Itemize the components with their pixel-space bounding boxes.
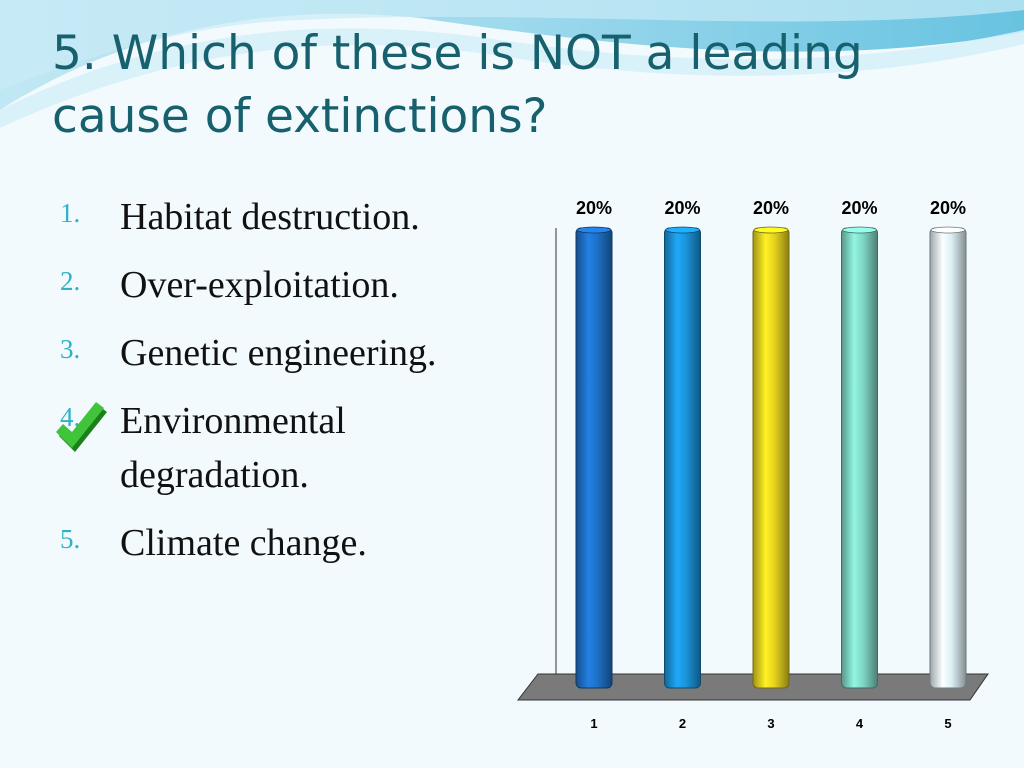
answer-list: 1. Habitat destruction. 2. Over-exploitatio… <box>58 190 498 584</box>
answer-number: 5. <box>60 524 81 554</box>
answer-number: 2. <box>60 266 81 296</box>
chart-bar-top <box>665 226 700 234</box>
chart-category-label: 1 <box>590 716 597 731</box>
chart-value-label: 20% <box>930 198 966 218</box>
answer-number: 3. <box>60 334 81 364</box>
answer-text: Genetic engineering. <box>120 332 437 374</box>
question-title: 5. Which of these is NOT a leading cause… <box>52 26 863 144</box>
answer-number: 4. <box>60 402 81 432</box>
chart-bar <box>929 227 967 689</box>
chart-category-label: 2 <box>679 716 686 731</box>
chart-value-label: 20% <box>664 198 700 218</box>
chart-value-label: 20% <box>576 198 612 218</box>
answer-text: Climate change. <box>120 522 367 564</box>
chart-value-label: 20% <box>841 198 877 218</box>
answer-item: 1. Habitat destruction. <box>58 190 498 244</box>
answer-number: 1. <box>60 198 81 228</box>
chart-category-label: 4 <box>856 716 864 731</box>
chart-category-label: 3 <box>767 716 774 731</box>
chart-bar-top <box>753 226 789 234</box>
chart-bar <box>752 227 790 689</box>
chart-bar <box>664 227 701 689</box>
chart-bar <box>575 227 613 689</box>
chart-value-label: 20% <box>753 198 789 218</box>
chart-bar-top <box>576 226 612 234</box>
answer-text: Habitat destruction. <box>120 196 420 238</box>
response-bar-chart: 20% 1 20% 2 20% 3 20% 4 20% 5 <box>516 198 989 731</box>
answer-text: Over-exploitation. <box>120 264 399 306</box>
answer-item: 5. Climate change. <box>58 516 498 570</box>
answer-item: 3. Genetic engineering. <box>58 326 498 380</box>
checkmark-icon <box>56 402 107 452</box>
chart-category-label: 5 <box>944 716 951 731</box>
chart-bar-top <box>930 226 966 234</box>
chart-bar <box>841 227 878 689</box>
answer-item: 4. Environmental degradation. <box>58 394 498 502</box>
answer-item: 2. Over-exploitation. <box>58 258 498 312</box>
answer-text: Environmental degradation. <box>120 400 346 496</box>
chart-bar-top <box>842 226 877 234</box>
